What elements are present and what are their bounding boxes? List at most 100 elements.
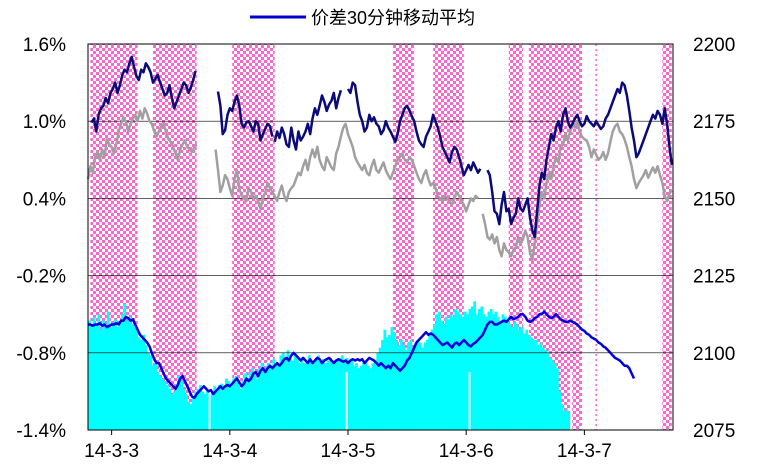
cyan-bar	[352, 365, 356, 430]
cyan-bar	[246, 378, 250, 430]
cyan-bar	[522, 333, 526, 430]
legend: 价差30分钟移动平均	[250, 8, 475, 28]
cyan-bar	[381, 339, 384, 430]
cyan-bar	[317, 355, 321, 430]
cyan-bar	[546, 352, 550, 430]
cyan-bar	[556, 368, 559, 430]
cyan-bar	[534, 339, 538, 430]
cyan-bar	[515, 324, 519, 430]
cyan-bar	[180, 381, 183, 430]
cyan-bar	[447, 319, 451, 430]
cyan-bar	[137, 337, 141, 430]
cyan-bar	[265, 365, 269, 430]
series-line-gray	[214, 122, 479, 213]
cyan-bar	[466, 314, 469, 430]
cyan-bar	[416, 339, 420, 430]
shaded-region	[392, 44, 415, 430]
right-tick-label: 2175	[693, 112, 735, 133]
cyan-bar	[539, 342, 543, 430]
cyan-bar	[400, 339, 403, 430]
cyan-bar	[461, 316, 465, 430]
cyan-bar	[281, 352, 285, 430]
cyan-bar	[563, 410, 566, 430]
cyan-bar	[452, 316, 455, 430]
cyan-bar	[506, 320, 510, 430]
cyan-bar	[163, 381, 167, 430]
cyan-bar	[279, 355, 283, 430]
cyan-bar	[192, 396, 195, 430]
cyan-bar	[485, 316, 488, 430]
cyan-bar	[99, 329, 103, 430]
cyan-bar	[478, 309, 481, 430]
series-line-gray	[86, 107, 198, 180]
cyan-bar	[260, 363, 264, 430]
cyan-bar	[177, 375, 181, 430]
cyan-bar	[154, 363, 157, 430]
cyan-bar	[166, 384, 169, 430]
cyan-bar	[322, 359, 325, 430]
right-tick-label: 2075	[693, 421, 735, 442]
cyan-bar	[161, 378, 165, 430]
cyan-bar	[343, 360, 347, 430]
cyan-bar	[508, 324, 512, 430]
cyan-bar	[128, 316, 131, 430]
cyan-bar	[106, 311, 110, 430]
cyan-bar	[530, 337, 533, 430]
plot-frame	[87, 43, 674, 431]
cyan-bar	[520, 327, 524, 430]
cyan-bar	[168, 388, 172, 430]
cyan-bar	[324, 363, 328, 430]
right-tick-label: 2125	[693, 267, 735, 288]
cyan-bar	[468, 309, 472, 430]
right-tick-label: 2100	[693, 344, 735, 365]
cyan-bar	[102, 320, 105, 430]
cyan-bar	[480, 306, 484, 430]
cyan-bar	[388, 334, 391, 430]
left-tick-label: 0.4%	[23, 189, 66, 210]
cyan-bar	[376, 352, 380, 430]
x-tick-label: 14-3-7	[557, 441, 612, 462]
cyan-bar	[423, 342, 427, 430]
cyan-bar	[392, 332, 396, 430]
cyan-bar	[362, 363, 365, 430]
cyan-bar	[553, 363, 557, 430]
cyan-bar	[253, 373, 257, 430]
cyan-bar	[90, 327, 94, 430]
cyan-bar	[459, 314, 462, 430]
cyan-bar	[331, 360, 335, 430]
cyan-bar	[407, 342, 410, 430]
cyan-bar	[173, 391, 176, 430]
cyan-bar	[121, 314, 124, 430]
cyan-bar	[340, 355, 344, 430]
cyan-bar	[374, 360, 377, 430]
cyan-bar	[558, 391, 562, 430]
cyan-bar	[314, 357, 318, 430]
cyan-bar	[232, 378, 235, 430]
shaded-region	[662, 44, 672, 430]
cyan-bar	[359, 365, 363, 430]
cyan-bar	[239, 388, 243, 430]
right-tick-label: 2200	[693, 35, 735, 56]
cyan-bar	[333, 363, 337, 430]
cyan-bar	[402, 345, 406, 430]
series-line-spread-ma	[216, 91, 274, 142]
cyan-bar	[378, 347, 382, 430]
cyan-bar	[454, 309, 458, 430]
cyan-bar	[428, 334, 432, 430]
cyan-bar	[551, 360, 555, 430]
cyan-bar	[482, 314, 486, 430]
cyan-bar	[158, 375, 162, 430]
x-axis-ticks: 14-3-3 14-3-4 14-3-5 14-3-6 14-3-7	[84, 430, 612, 462]
cyan-bar	[206, 388, 209, 430]
cyan-bar	[116, 327, 120, 430]
cyan-bar	[175, 383, 179, 430]
cyan-bar	[288, 355, 292, 430]
cyan-bar	[395, 339, 399, 430]
cyan-bar	[156, 372, 160, 430]
cyan-bar	[397, 345, 401, 430]
cyan-bar	[298, 363, 302, 430]
cyan-bar	[251, 368, 254, 430]
cyan-bar	[544, 350, 547, 430]
cyan-bar	[248, 372, 252, 430]
